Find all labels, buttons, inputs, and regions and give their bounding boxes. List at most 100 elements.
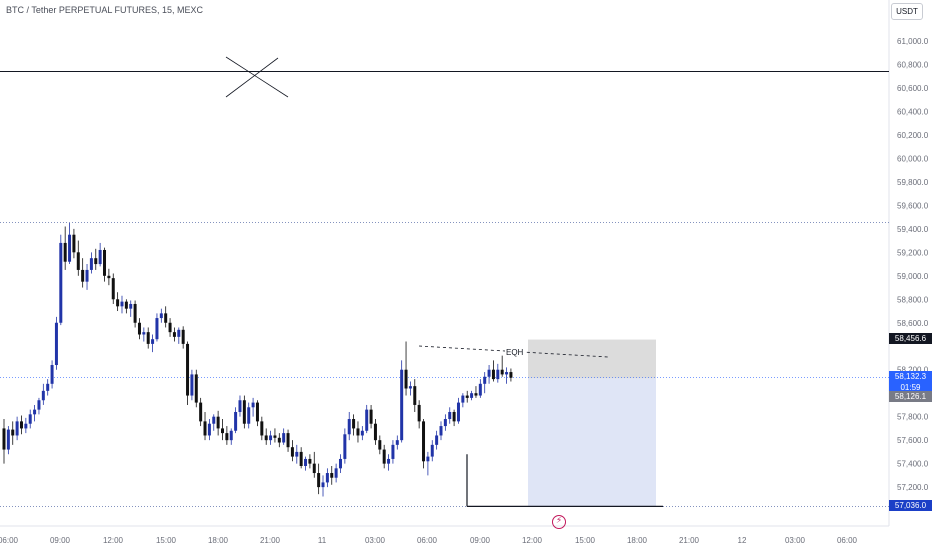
candle-body [172,332,176,337]
candle-body [491,369,495,380]
candle-body [85,269,89,282]
candles [2,222,513,497]
candle-body [186,343,190,396]
price-tick-label: 59,400.0 [897,225,929,234]
candle-body [2,428,6,450]
time-tick-label: 15:00 [575,536,596,545]
candle-body [194,374,198,403]
candle-body [378,440,382,450]
price-tick-label: 57,600.0 [897,436,929,445]
candle-body [487,369,491,377]
candle-body [408,386,412,389]
candle-body [98,249,102,265]
candle-body [290,447,294,457]
candle-body [255,402,259,422]
candle-body [41,390,45,401]
candle-body [63,242,67,262]
time-tick-label: 15:00 [156,536,177,545]
candle-body [308,458,312,464]
price-tick-label: 61,000.0 [897,37,929,46]
candle-body [509,372,513,378]
symbol-title[interactable]: BTC / Tether PERPETUAL FUTURES, 15, MEXC [6,5,204,15]
time-axis[interactable]: 06:00 09:00 12:00 15:00 18:00 21:00 11 03:00 06:… [0,536,858,545]
candle-body [177,329,181,337]
time-tick-label: 12 [738,536,747,545]
candle-body [238,400,242,412]
flash-icon[interactable]: ⚡ [552,515,566,529]
candle-body [11,429,15,436]
price-tick-label: 57,800.0 [897,413,929,422]
candle-body [6,429,10,450]
candle-body [373,423,377,441]
candle-body [120,301,124,307]
currency-button[interactable]: USDT [891,3,923,20]
time-tick-label: 06:00 [837,536,858,545]
candle-body [50,365,54,384]
candle-body [111,278,115,300]
candle-body [28,414,32,424]
candle-body [417,404,421,422]
time-tick-label: 18:00 [208,536,229,545]
candle-body [107,275,111,279]
candle-body [317,473,321,488]
price-tick-label: 59,000.0 [897,272,929,281]
candle-body [338,458,342,469]
candle-body [439,426,443,436]
price-tick-label: 58,200.0 [897,366,929,375]
candle-body [168,322,172,333]
stop-zone [528,378,656,507]
price-tick-label: 59,200.0 [897,248,929,257]
time-tick-label: 06:00 [417,536,438,545]
candle-body [448,411,452,420]
candle-body [133,303,137,323]
stop-price-tag: 57,036.0 [889,500,932,511]
candle-body [129,303,133,309]
candle-body [295,451,299,457]
price-tick-label: 60,600.0 [897,84,929,93]
candle-body [426,456,430,462]
candle-body [496,369,500,380]
candle-body [360,430,364,436]
candle-body [247,407,251,424]
candle-body [269,435,273,441]
candle-body [46,383,50,391]
candle-body [221,428,224,434]
candle-body [352,419,356,429]
price-axis[interactable]: 61,000.0 60,800.0 60,600.0 60,400.0 60,200.0… [897,37,929,492]
price-tick-label: 60,200.0 [897,131,929,140]
candle-body [456,402,460,422]
candle-body [391,444,395,459]
target-zone [528,339,656,379]
candle-body [347,419,351,435]
candle-body [216,416,220,429]
candle-body [181,329,185,344]
price-tick-label: 58,800.0 [897,295,929,304]
candle-body [286,433,290,448]
price-tick-label: 59,600.0 [897,201,929,210]
candle-body [76,252,80,270]
candle-body [435,435,439,445]
time-tick-label: 03:00 [365,536,386,545]
candle-body [89,258,93,270]
candle-body [159,313,163,319]
candle-body [203,421,207,436]
time-tick-label: 12:00 [522,536,543,545]
candle-body [387,458,391,464]
countdown-value: 01:59 [900,383,921,392]
candle-body [369,409,373,424]
time-tick-label: 06:00 [0,536,19,545]
candle-body [37,400,41,410]
candle-body [68,234,72,262]
candle-body [164,313,168,323]
candle-body [443,419,447,427]
candle-body [334,468,338,478]
eqh-dashed-line [418,345,609,358]
candle-body [199,402,203,422]
candle-body [146,332,150,344]
candle-body [155,318,159,340]
time-tick-label: 03:00 [785,536,806,545]
candle-body [273,435,277,438]
price-tick-label: 58,600.0 [897,319,929,328]
candle-body [234,411,238,431]
